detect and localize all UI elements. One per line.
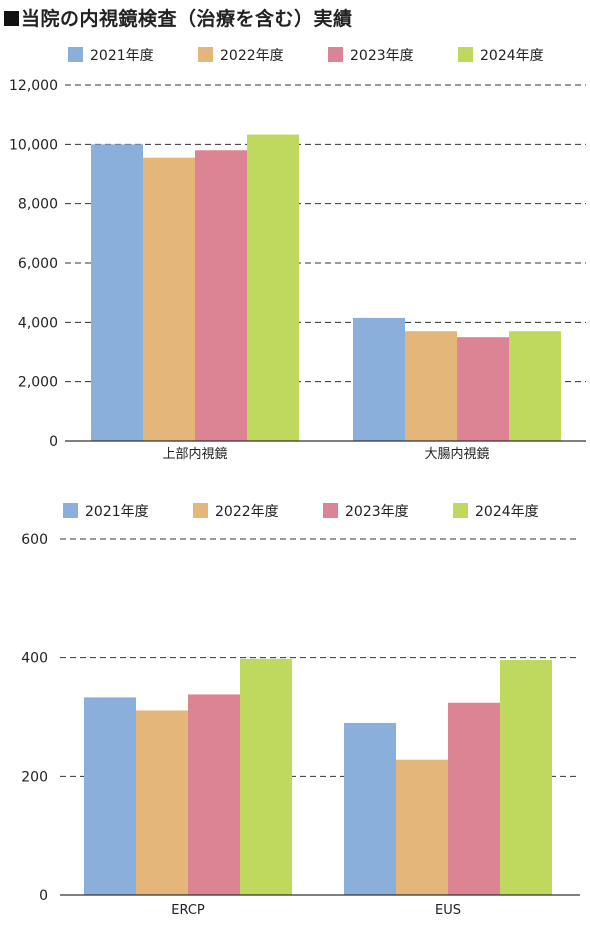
bar-上部内視鏡-2021: [91, 144, 143, 442]
legend-swatch: [323, 503, 338, 518]
legend-label: 2023年度: [350, 48, 414, 64]
legend-label: 2022年度: [215, 504, 279, 520]
legend-label: 2021年度: [85, 504, 149, 520]
bar-EUS-2021: [344, 722, 396, 895]
legend-swatch: [198, 47, 213, 62]
y-tick-label: 12,000: [9, 78, 58, 94]
bar-ERCP-2024: [240, 658, 292, 895]
y-tick-label: 10,000: [9, 137, 58, 153]
bar-ERCP-2021: [84, 697, 136, 895]
x-category-label: 大腸内視鏡: [424, 446, 489, 462]
legend-swatch: [328, 47, 343, 62]
bar-EUS-2022: [396, 759, 448, 895]
title-text: 当院の内視鏡検査（治療を含む）実績: [4, 8, 353, 30]
legend-item-2023: 2023年度: [323, 503, 409, 520]
y-tick-label: 600: [21, 532, 48, 548]
legend-swatch: [63, 503, 78, 518]
legend-item-2024: 2024年度: [458, 47, 544, 64]
y-tick-label: 2,000: [18, 375, 58, 391]
legend-label: 2021年度: [90, 48, 154, 64]
legend-swatch: [458, 47, 473, 62]
endoscopy-chart-upper-lower: 2021年度 2022年度 2023年度 2024年度 0 2,000 4,000 6,000…: [9, 47, 586, 462]
legend-item-2023: 2023年度: [328, 47, 414, 64]
y-tick-label: 4,000: [18, 315, 58, 331]
y-tick-label: 200: [21, 769, 48, 785]
legend-label: 2023年度: [345, 504, 409, 520]
legend-label: 2024年度: [480, 48, 544, 64]
y-tick-label: 8,000: [18, 197, 58, 213]
legend-item-2022: 2022年度: [193, 503, 279, 520]
bar-大腸内視鏡-2021: [353, 317, 405, 441]
legend-item-2021: 2021年度: [68, 47, 154, 64]
bar-ERCP-2023: [188, 694, 240, 895]
y-tick-label: 0: [49, 434, 58, 450]
bar-大腸内視鏡-2024: [509, 331, 561, 441]
legend-swatch: [68, 47, 83, 62]
legend-label: 2022年度: [220, 48, 284, 64]
bar-上部内視鏡-2024: [247, 134, 299, 441]
legend-swatch: [193, 503, 208, 518]
bar-上部内視鏡-2022: [143, 157, 195, 441]
bar-上部内視鏡-2023: [195, 150, 247, 441]
y-tick-label: 0: [39, 888, 48, 904]
bar-EUS-2023: [448, 702, 500, 895]
legend-item-2021: 2021年度: [63, 503, 149, 520]
x-category-label: EUS: [435, 903, 461, 918]
legend-item-2024: 2024年度: [453, 503, 539, 520]
legend-item-2022: 2022年度: [198, 47, 284, 64]
x-category-label: ERCP: [171, 903, 205, 918]
bar-大腸内視鏡-2023: [457, 337, 509, 441]
y-tick-label: 400: [21, 651, 48, 667]
title-square-icon: [4, 11, 19, 26]
page-title: 当院の内視鏡検査（治療を含む）実績: [4, 4, 353, 31]
legend-label: 2024年度: [475, 504, 539, 520]
y-tick-label: 6,000: [18, 256, 58, 272]
bar-ERCP-2022: [136, 710, 188, 895]
bar-EUS-2024: [500, 660, 552, 895]
x-category-label: 上部内視鏡: [162, 446, 227, 462]
title-label: 当院の内視鏡検査（治療を含む）実績: [21, 8, 353, 30]
bar-大腸内視鏡-2022: [405, 331, 457, 441]
legend-swatch: [453, 503, 468, 518]
